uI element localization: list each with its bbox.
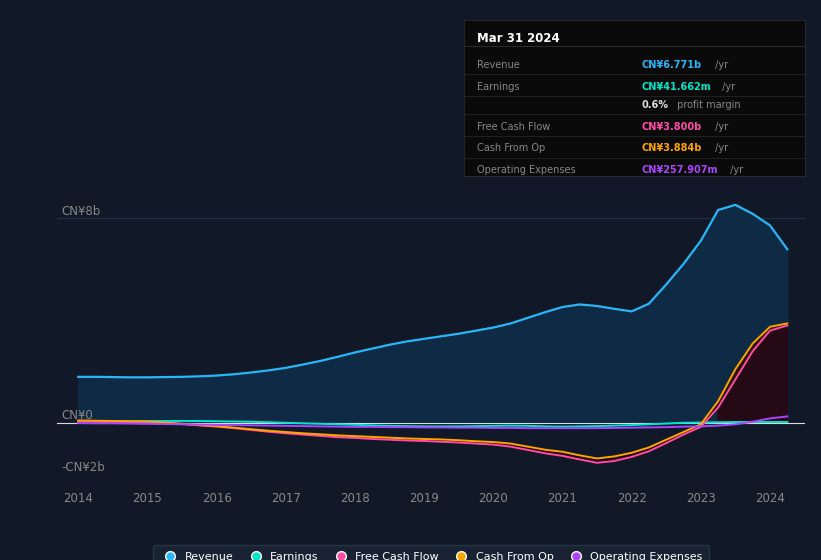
Text: CN¥3.884b: CN¥3.884b (641, 143, 701, 153)
Text: Earnings: Earnings (478, 82, 520, 92)
Text: CN¥3.800b: CN¥3.800b (641, 122, 701, 132)
Text: CN¥41.662m: CN¥41.662m (641, 82, 711, 92)
Text: /yr: /yr (719, 82, 736, 92)
Text: profit margin: profit margin (674, 100, 741, 110)
Text: /yr: /yr (712, 122, 728, 132)
Text: Revenue: Revenue (478, 60, 521, 71)
Text: /yr: /yr (712, 60, 728, 71)
Text: CN¥6.771b: CN¥6.771b (641, 60, 701, 71)
Text: CN¥0: CN¥0 (61, 409, 93, 422)
Text: /yr: /yr (727, 165, 743, 175)
Text: 0.6%: 0.6% (641, 100, 668, 110)
Text: /yr: /yr (712, 143, 728, 153)
Text: Cash From Op: Cash From Op (478, 143, 546, 153)
Text: Free Cash Flow: Free Cash Flow (478, 122, 551, 132)
Text: -CN¥2b: -CN¥2b (61, 461, 105, 474)
Legend: Revenue, Earnings, Free Cash Flow, Cash From Op, Operating Expenses: Revenue, Earnings, Free Cash Flow, Cash … (153, 545, 709, 560)
Text: CN¥257.907m: CN¥257.907m (641, 165, 718, 175)
Text: CN¥8b: CN¥8b (61, 205, 100, 218)
Text: Mar 31 2024: Mar 31 2024 (478, 32, 560, 45)
Text: Operating Expenses: Operating Expenses (478, 165, 576, 175)
